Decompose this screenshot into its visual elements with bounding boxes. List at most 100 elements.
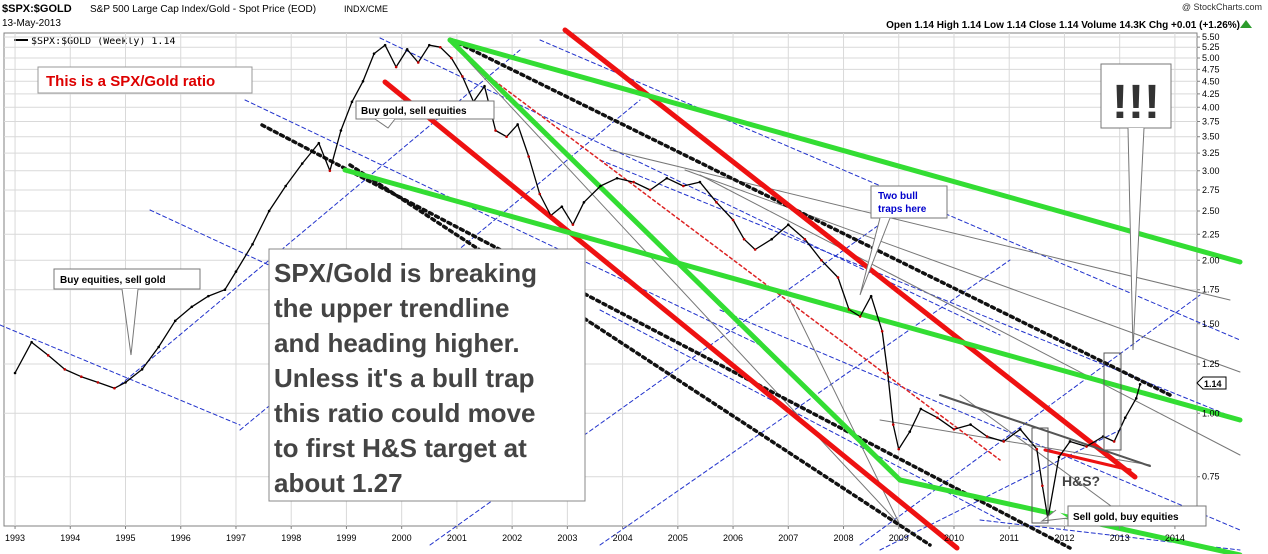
price-point (698, 180, 702, 184)
callout-bull-traps-pointer (859, 217, 891, 296)
y-tick-label: 3.25 (1202, 148, 1220, 158)
price-point (571, 223, 575, 226)
y-tick-label: 4.75 (1202, 64, 1220, 74)
price-point (836, 276, 840, 279)
price-point (538, 192, 542, 196)
x-tick-label: 1996 (171, 533, 191, 543)
price-point (952, 427, 956, 431)
price-point (483, 84, 486, 88)
price-point (251, 242, 254, 246)
price-point (96, 381, 100, 384)
price-point (847, 308, 851, 311)
price-point (427, 43, 431, 47)
x-tick-label: 2013 (1110, 533, 1130, 543)
price-point (1002, 440, 1005, 443)
main-note-text: SPX/Gold is breaking the upper trendline… (274, 258, 537, 498)
price-point (936, 416, 939, 420)
x-tick-label: 2007 (778, 533, 798, 543)
price-point (985, 435, 989, 438)
price-point (124, 381, 127, 384)
price-point (770, 237, 774, 241)
red-trendline (1043, 448, 1132, 472)
price-point (140, 368, 144, 371)
x-tick-label: 2003 (557, 533, 577, 543)
price-point (1138, 383, 1142, 386)
price-point (869, 294, 873, 298)
hs-label: H&S? (1062, 473, 1100, 489)
price-point (350, 100, 354, 104)
price-point (80, 375, 83, 379)
price-point (715, 201, 718, 204)
price-point (157, 345, 160, 349)
x-tick-label: 2005 (668, 533, 688, 543)
last-value-text: 1.14 (1204, 379, 1222, 389)
main-note-line: about 1.27 (274, 468, 403, 498)
y-tick-label: 4.00 (1202, 102, 1220, 112)
x-tick-label: 2009 (889, 533, 909, 543)
price-point (46, 354, 50, 357)
price-point (30, 340, 33, 344)
price-point (405, 48, 409, 51)
y-tick-label: 0.75 (1202, 472, 1220, 482)
blue-dashed-trendline (429, 209, 901, 546)
grey-trendline (684, 169, 1241, 373)
x-tick-label: 2002 (502, 533, 522, 543)
callout-sell-gold-text: Sell gold, buy equities (1073, 512, 1179, 523)
grey-trendline (609, 149, 1231, 301)
price-point (786, 223, 790, 226)
x-tick-label: 1999 (336, 533, 356, 543)
x-tick-label: 2001 (447, 533, 467, 543)
x-tick-label: 2000 (392, 533, 412, 543)
price-point (339, 129, 343, 132)
price-point (267, 209, 271, 213)
x-tick-label: 2012 (1054, 533, 1074, 543)
y-tick-label: 4.50 (1202, 76, 1220, 86)
callout-buy-equities-text: Buy equities, sell gold (60, 275, 166, 286)
y-tick-label: 2.50 (1202, 206, 1220, 216)
price-point (803, 237, 807, 241)
price-point (742, 237, 746, 241)
price-point (190, 305, 194, 309)
price-point (908, 430, 912, 433)
price-point (207, 294, 210, 298)
x-tick-label: 2008 (834, 533, 854, 543)
callout-bull-traps-line1: Two bull (878, 191, 918, 202)
x-tick-label: 2011 (1000, 533, 1019, 543)
x-tick-label: 2010 (944, 533, 964, 543)
blue-dashed-trendline (0, 324, 241, 426)
green-trendline (447, 37, 903, 483)
header-ohlc: Open 1.14 High 1.14 Low 1.14 Close 1.14 … (886, 20, 1240, 31)
y-tick-label: 5.50 (1202, 32, 1220, 42)
grey-trendline (699, 174, 1241, 456)
y-tick-label: 5.00 (1202, 53, 1220, 63)
price-point (969, 423, 972, 426)
price-point (1018, 427, 1022, 431)
y-tick-label: 3.00 (1202, 166, 1220, 176)
price-point (820, 258, 823, 262)
price-point (599, 184, 602, 188)
price-point (461, 75, 464, 78)
price-point (527, 155, 530, 158)
header-symbol: $SPX:$GOLD (2, 3, 72, 15)
hs-box-left (1031, 427, 1049, 524)
grey-trendline (959, 394, 1131, 521)
x-tick-label: 1995 (115, 533, 135, 543)
price-point (886, 371, 890, 375)
price-point (63, 368, 67, 371)
x-tick-label: 2004 (613, 533, 633, 543)
red-trendline (562, 27, 1138, 480)
y-tick-label: 5.25 (1202, 42, 1220, 52)
callout-sell-gold (1067, 505, 1207, 527)
x-axis: 1993 1994 1995 1996 1997 1998 1999 2000 2001 2002… (5, 526, 1185, 543)
price-point (880, 329, 884, 333)
price-point (223, 288, 227, 292)
price-point (234, 270, 238, 273)
main-note-line: the upper trendline (274, 293, 509, 323)
price-point (632, 180, 635, 184)
price-point (897, 447, 901, 451)
x-tick-label: 1993 (5, 533, 25, 543)
up-arrow-icon (1240, 20, 1252, 28)
blue-dashed-trendline (879, 429, 1121, 551)
grey-trendline (459, 51, 901, 526)
